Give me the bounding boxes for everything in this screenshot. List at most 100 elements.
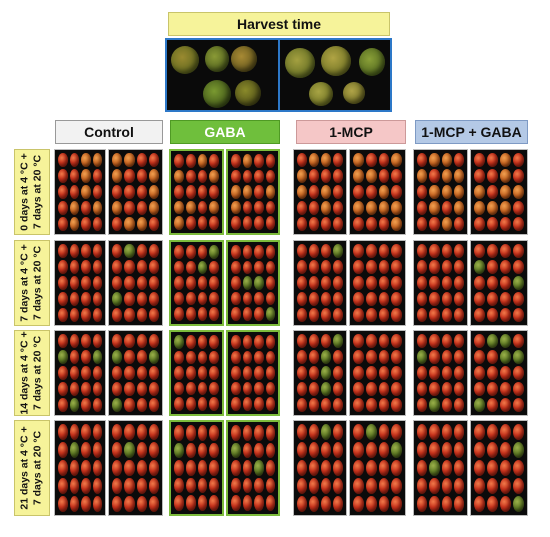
tomato-fruit bbox=[321, 153, 331, 167]
tomato-fruit bbox=[417, 334, 428, 348]
tomato-fruit bbox=[136, 366, 147, 380]
tomato-fruit bbox=[500, 201, 511, 215]
tomato-fruit bbox=[513, 424, 524, 440]
tomato-fruit bbox=[353, 442, 364, 458]
row-label-14-days: 14 days at 4 °C +7 days at 20 °C bbox=[14, 330, 50, 416]
tomato-fruit bbox=[231, 291, 241, 306]
tomato-fruit bbox=[391, 366, 402, 380]
tomato-fruit bbox=[474, 366, 485, 380]
tomato-fruit bbox=[197, 216, 208, 230]
tomato-fruit bbox=[69, 260, 79, 274]
tomato-fruit bbox=[231, 495, 241, 511]
tomato-fruit bbox=[185, 260, 196, 275]
row-label-line2: 7 days at 20 °C bbox=[32, 154, 45, 230]
tomato-fruit bbox=[297, 460, 307, 476]
tomato-fruit bbox=[429, 169, 440, 183]
tomato-fruit bbox=[254, 350, 264, 365]
tomato-fruit bbox=[174, 216, 184, 230]
tomato-fruit bbox=[148, 244, 159, 258]
tomato-fruit bbox=[136, 460, 147, 476]
tomato-fruit bbox=[148, 217, 159, 231]
tomato-fruit bbox=[513, 398, 524, 412]
tomato-fruit bbox=[513, 201, 524, 215]
tomato-fruit bbox=[378, 442, 390, 458]
tomato-fruit bbox=[174, 276, 184, 290]
tomato-fruit bbox=[417, 424, 428, 440]
fruit-image bbox=[171, 46, 199, 74]
tomato-fruit bbox=[297, 201, 307, 215]
tomato-fruit bbox=[487, 201, 498, 215]
tomato-fruit bbox=[429, 308, 440, 322]
tomato-fruit bbox=[231, 154, 241, 168]
tomato-fruit bbox=[174, 245, 184, 259]
tomato-fruit bbox=[321, 424, 331, 440]
tomato-fruit bbox=[265, 216, 275, 230]
row-label-line2: 7 days at 20 °C bbox=[32, 245, 45, 321]
tomato-fruit bbox=[124, 424, 135, 440]
tomato-fruit bbox=[265, 477, 275, 494]
tomato-fruit bbox=[58, 260, 68, 274]
tomato-fruit bbox=[487, 244, 498, 258]
tomato-fruit bbox=[92, 217, 102, 231]
tomato-fruit bbox=[148, 350, 159, 364]
tomato-fruit bbox=[69, 424, 79, 440]
tomato-fruit bbox=[197, 185, 208, 199]
tomato-fruit bbox=[297, 382, 307, 396]
tomato-fruit bbox=[148, 366, 159, 380]
tomato-fruit bbox=[429, 334, 440, 348]
tomato-fruit bbox=[513, 366, 524, 380]
tomato-fruit bbox=[112, 276, 123, 290]
tomato-fruit bbox=[92, 478, 102, 494]
tomato-fruit bbox=[209, 216, 219, 230]
tomato-fruit bbox=[124, 308, 135, 322]
tomato-fruit bbox=[500, 442, 511, 458]
tomato-fruit bbox=[309, 460, 319, 476]
tomato-fruit bbox=[474, 398, 485, 412]
tomato-fruit bbox=[197, 460, 208, 476]
tomato-fruit bbox=[231, 460, 241, 476]
tomato-fruit bbox=[92, 292, 102, 306]
tomato-fruit bbox=[441, 424, 452, 440]
tomato-fruit bbox=[254, 200, 264, 215]
tomato-fruit bbox=[417, 201, 428, 215]
tomato-fruit bbox=[378, 244, 390, 258]
tomato-fruit bbox=[197, 495, 208, 511]
tomato-fruit bbox=[309, 478, 319, 494]
tomato-fruit bbox=[112, 201, 123, 215]
tomato-fruit bbox=[487, 153, 498, 167]
tomato-fruit bbox=[309, 292, 319, 306]
tomato-fruit bbox=[309, 185, 319, 199]
tomato-fruit bbox=[112, 496, 123, 512]
photo-panel-gaba-21-days-2 bbox=[226, 420, 280, 516]
tomato-fruit bbox=[353, 478, 364, 494]
tomato-fruit bbox=[500, 398, 511, 412]
tomato-fruit bbox=[242, 260, 252, 275]
tomato-fruit bbox=[391, 185, 402, 199]
photo-panel-control-7-days-1 bbox=[54, 240, 106, 326]
tomato-fruit bbox=[136, 217, 147, 231]
tomato-fruit bbox=[242, 276, 252, 290]
tomato-fruit bbox=[174, 477, 184, 494]
tomato-fruit bbox=[209, 442, 219, 459]
tomato-fruit bbox=[441, 382, 452, 396]
tomato-fruit bbox=[197, 381, 208, 396]
tomato-fruit bbox=[265, 442, 275, 459]
tomato-fruit bbox=[148, 201, 159, 215]
tomato-fruit bbox=[487, 350, 498, 364]
fruit-image bbox=[359, 48, 385, 76]
tomato-fruit bbox=[209, 425, 219, 441]
tomato-fruit bbox=[309, 169, 319, 183]
tomato-fruit bbox=[417, 169, 428, 183]
tomato-fruit bbox=[474, 244, 485, 258]
tomato-fruit bbox=[453, 398, 464, 412]
tomato-fruit bbox=[136, 292, 147, 306]
tomato-fruit bbox=[254, 495, 264, 511]
tomato-fruit bbox=[441, 350, 452, 364]
tomato-fruit bbox=[254, 442, 264, 459]
tomato-fruit bbox=[174, 154, 184, 168]
tomato-fruit bbox=[453, 424, 464, 440]
tomato-fruit bbox=[391, 382, 402, 396]
photo-divider bbox=[278, 40, 280, 110]
treatment-label-gaba: GABA bbox=[170, 120, 280, 144]
tomato-fruit bbox=[58, 366, 68, 380]
